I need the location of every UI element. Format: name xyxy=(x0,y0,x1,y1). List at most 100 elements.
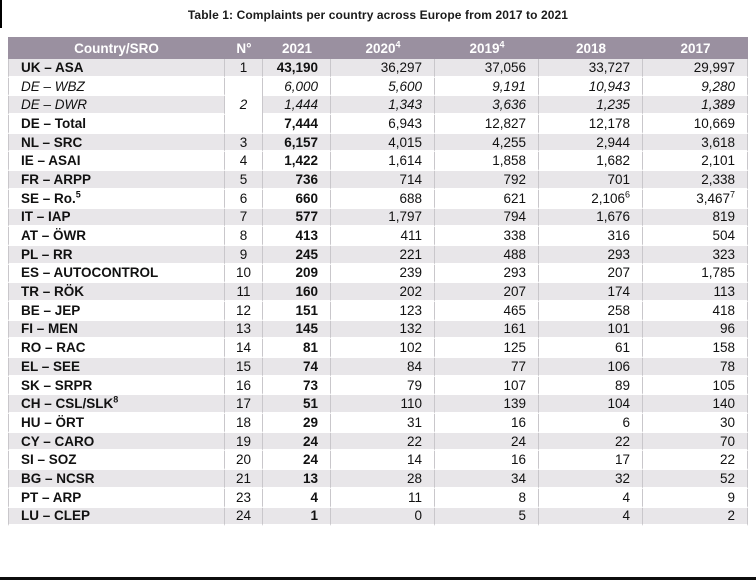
value-text: 22 xyxy=(406,433,422,449)
country-label: SE – Ro. xyxy=(21,190,76,206)
country-label: ES – AUTOCONTROL xyxy=(21,265,159,281)
col-header-2019: 20194 xyxy=(435,37,539,59)
value-cell-2020: 688 xyxy=(331,189,435,209)
value-text: 736 xyxy=(295,171,318,187)
value-cell-2017: 30 xyxy=(643,414,748,433)
value-cell-2017: 78 xyxy=(643,358,748,377)
value-text: 2,944 xyxy=(596,134,630,150)
value-cell-2017: 105 xyxy=(643,376,748,396)
value-text: 1,797 xyxy=(388,209,422,225)
value-text: 323 xyxy=(712,246,735,262)
value-text: 202 xyxy=(399,284,422,300)
table-row: IT – IAP 7 577 1,797 794 1,676 819 xyxy=(8,208,748,228)
col-header-2017: 2017 xyxy=(643,37,748,59)
value-cell-2019: 77 xyxy=(435,358,539,377)
value-text: 794 xyxy=(503,209,526,225)
value-cell-2020: 714 xyxy=(331,171,435,190)
value-text: 3,618 xyxy=(701,134,735,150)
value-cell-2021: 43,190 xyxy=(263,59,331,78)
value-cell-2021: 160 xyxy=(263,283,331,302)
country-label: IT – IAP xyxy=(21,209,71,225)
value-text: 4 xyxy=(622,508,630,524)
table-row: SE – Ro.5 6 660 688 621 2,1066 3,4677 xyxy=(8,189,748,209)
value-cell-2020: 79 xyxy=(331,376,435,396)
value-text: 465 xyxy=(503,302,526,318)
value-cell-2021: 4 xyxy=(263,488,331,508)
value-text: 12,178 xyxy=(588,115,630,131)
value-text: 701 xyxy=(607,171,630,187)
footnote-marker: 5 xyxy=(75,189,81,200)
value-text: 34 xyxy=(510,470,526,486)
country-label: UK – ASA xyxy=(21,59,84,75)
value-cell-2019: 5 xyxy=(435,507,539,527)
value-cell-2017: 140 xyxy=(643,395,748,415)
country-cell: AT – ÖWR xyxy=(8,227,225,246)
rank-cell: 10 xyxy=(225,264,263,284)
col-header-sup: 4 xyxy=(499,39,505,49)
col-header-sup: 4 xyxy=(395,39,401,49)
value-text: 209 xyxy=(295,265,318,281)
value-cell-2019: 338 xyxy=(435,227,539,246)
value-cell-2019: 12,827 xyxy=(435,115,539,134)
rank-cell: 8 xyxy=(225,227,263,246)
value-cell-2020: 11 xyxy=(331,488,435,508)
country-cell: FI – MEN xyxy=(8,320,225,340)
value-text: 16 xyxy=(510,452,526,468)
page-bottom-rule xyxy=(0,577,756,580)
value-cell-2020: 202 xyxy=(331,283,435,302)
value-text: 1,614 xyxy=(388,153,422,169)
value-text: 504 xyxy=(712,228,735,244)
country-label: BG – NCSR xyxy=(21,470,95,486)
value-text: 107 xyxy=(503,377,526,393)
value-cell-2018: 104 xyxy=(539,395,643,415)
value-text: 73 xyxy=(302,377,318,393)
value-cell-2018: 33,727 xyxy=(539,59,643,78)
rank-cell: 24 xyxy=(225,507,263,527)
complaints-table: Country/SRO N° 2021 20204 20194 2018 201… xyxy=(8,37,748,527)
col-header-country-sro: Country/SRO xyxy=(8,37,225,59)
table-row: RO – RAC 14 81 102 125 61 158 xyxy=(8,339,748,358)
value-text: 61 xyxy=(614,340,630,356)
value-text: 113 xyxy=(713,284,735,300)
value-text: 81 xyxy=(302,340,318,356)
value-cell-2019: 125 xyxy=(435,339,539,358)
table-row: PL – RR 9 245 221 488 293 323 xyxy=(8,245,748,265)
value-cell-2018: 106 xyxy=(539,358,643,377)
country-cell: NL – SRC xyxy=(8,133,225,153)
value-cell-2019: 34 xyxy=(435,470,539,489)
country-cell: PL – RR xyxy=(8,245,225,265)
value-text: 8 xyxy=(518,489,526,505)
value-cell-2018: 89 xyxy=(539,376,643,396)
value-text: 9 xyxy=(727,489,735,505)
value-cell-2020: 31 xyxy=(331,414,435,433)
value-cell-2021: 151 xyxy=(263,301,331,321)
rank-cell: 13 xyxy=(225,320,263,340)
country-cell: FR – ARPP xyxy=(8,171,225,190)
value-text: 4,015 xyxy=(388,134,422,150)
value-cell-2021: 24 xyxy=(263,451,331,471)
value-cell-2018: 207 xyxy=(539,264,643,284)
country-label: CH – CSL/SLK xyxy=(21,396,114,412)
value-cell-2017: 3,618 xyxy=(643,133,748,153)
value-text: 22 xyxy=(719,452,735,468)
value-text: 89 xyxy=(614,377,630,393)
country-cell: BG – NCSR xyxy=(8,470,225,489)
value-text: 1,422 xyxy=(284,153,318,169)
value-text: 14 xyxy=(406,452,422,468)
table-row: SI – SOZ 20 24 14 16 17 22 xyxy=(8,451,748,471)
value-text: 16 xyxy=(510,414,526,430)
value-text: 174 xyxy=(607,284,630,300)
value-cell-2019: 139 xyxy=(435,395,539,415)
value-text: 33,727 xyxy=(588,59,630,75)
value-text: 36,297 xyxy=(380,59,422,75)
rank-cell: 1 xyxy=(225,59,263,78)
value-text: 0 xyxy=(414,508,422,524)
value-text: 245 xyxy=(295,246,318,262)
value-text: 24 xyxy=(302,433,318,449)
value-text: 3,636 xyxy=(492,97,526,113)
value-cell-2018: 4 xyxy=(539,507,643,527)
value-text: 161 xyxy=(503,321,526,337)
value-cell-2019: 207 xyxy=(435,283,539,302)
table-row: BG – NCSR 21 13 28 34 32 52 xyxy=(8,470,748,489)
col-header-2018: 2018 xyxy=(539,37,643,59)
